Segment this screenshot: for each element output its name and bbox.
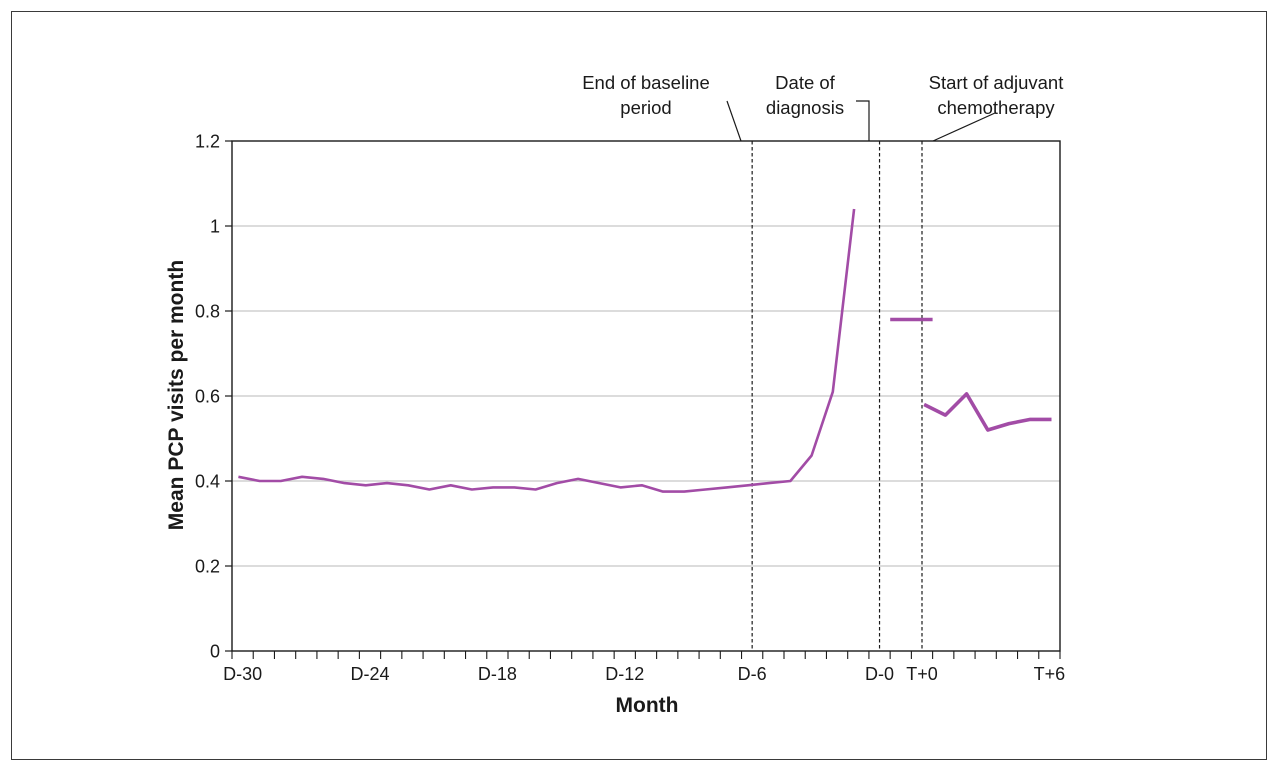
- event-lines: [751, 141, 923, 651]
- x-axis: D-30 D-24 D-18 D-12 D-6 D-0 T+0 T+6: [223, 651, 1065, 684]
- annotation-leader: [932, 112, 996, 142]
- y-axis: 0 0.2 0.4 0.6 0.8 1 1.2: [195, 132, 232, 662]
- annotations: End of baseline period Date of diagnosis Sta…: [582, 72, 1064, 142]
- annotation-label: diagnosis: [766, 97, 844, 118]
- y-tick-label: 0.6: [195, 387, 220, 407]
- y-axis-title: Mean PCP visits per month: [165, 260, 188, 530]
- annotation-label: chemotherapy: [937, 97, 1055, 118]
- x-axis-title: Month: [616, 694, 679, 717]
- x-tick-label: D-24: [350, 664, 389, 684]
- series-line-pre-diagnosis: [238, 208, 856, 493]
- x-tick-label: D-30: [223, 664, 262, 684]
- y-tick-label: 1.2: [195, 132, 220, 152]
- annotation-label: End of baseline: [582, 72, 710, 93]
- y-tick-label: 0.8: [195, 302, 220, 322]
- x-tick-label: T+0: [906, 664, 938, 684]
- series-line-adjuvant-chemotherapy: [923, 392, 1052, 432]
- x-tick-label: D-12: [605, 664, 644, 684]
- figure-frame: [11, 11, 1267, 760]
- annotation-label: period: [620, 97, 671, 118]
- y-tick-label: 0: [210, 642, 220, 662]
- x-tick-label: T+6: [1034, 664, 1066, 684]
- x-tick-label: D-18: [478, 664, 517, 684]
- y-tick-label: 0.4: [195, 472, 220, 492]
- series-group: [238, 208, 1052, 493]
- x-tick-label: D-0: [865, 664, 894, 684]
- y-tick-label: 1: [210, 217, 220, 237]
- y-tick-label: 0.2: [195, 557, 220, 577]
- annotation-label: Date of: [775, 72, 836, 93]
- annotation-label: Start of adjuvant: [929, 72, 1064, 93]
- x-tick-label: D-6: [738, 664, 767, 684]
- gridlines: [232, 225, 1060, 567]
- annotation-leader: [726, 100, 742, 142]
- annotation-leader: [856, 100, 870, 141]
